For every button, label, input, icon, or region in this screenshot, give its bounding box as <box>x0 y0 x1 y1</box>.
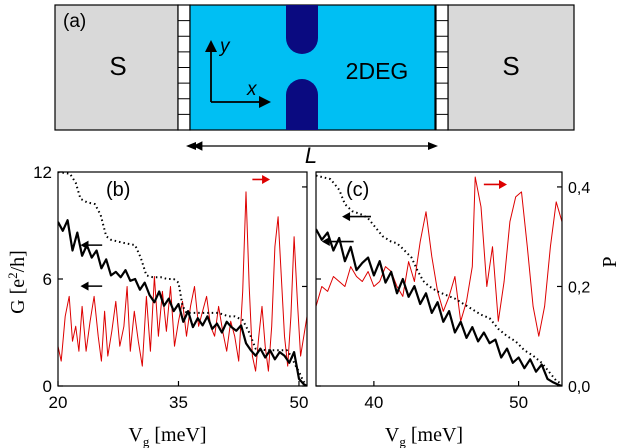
schematic-panel: (a) S S 2DEG y x L <box>54 4 575 168</box>
length-label: L <box>305 143 317 168</box>
plot-frame <box>315 171 563 387</box>
chart-panel-b: 20 35 50 0 6 12 (b) Vg [meV] <box>33 163 308 448</box>
polarization-line-c <box>316 176 562 337</box>
annotation-arrow-head <box>80 281 89 291</box>
x-tick-label: 40 <box>364 393 383 412</box>
conductance-line-b <box>58 219 307 386</box>
annotation-arrow-head <box>342 212 351 222</box>
conductance-line-c <box>316 228 562 386</box>
2deg-label: 2DEG <box>346 58 409 84</box>
coordinate-axes <box>205 40 271 108</box>
x-tick-label: 50 <box>290 393 309 412</box>
annotation-arrow-head <box>262 174 271 184</box>
annotation-arrow-head <box>321 237 330 247</box>
polarization-line-b <box>58 191 307 372</box>
y-right-tick-label: 0,0 <box>568 379 590 396</box>
lower-constriction <box>286 79 318 130</box>
right-barrier <box>435 4 449 131</box>
annotation-arrow-head <box>80 240 89 250</box>
panel-label-c: (c) <box>346 179 369 201</box>
panel-label-b: (b) <box>106 179 130 201</box>
y-right-axis-label: P <box>599 256 621 267</box>
right-lead-label: S <box>502 51 519 81</box>
left-lead-label: S <box>109 51 126 81</box>
chart-panel-c: 40 50 0,0 0,2 0,4 (c) Vg [meV] <box>315 171 590 448</box>
shared-axis-labels: G [e2/h] P <box>5 250 621 314</box>
right-lead <box>447 4 575 131</box>
x-tick-label: 20 <box>49 393 68 412</box>
axis-y-label: y <box>218 36 231 57</box>
y-left-axis-label: G [e2/h] <box>5 250 29 314</box>
x-axis-label: Vg [meV] <box>385 424 463 448</box>
annotation-arrow-head <box>499 179 508 189</box>
axis-x-label: x <box>246 79 258 100</box>
left-barrier <box>177 4 191 131</box>
conductance-steps-line-c <box>316 174 562 386</box>
y-right-tick-label: 0,2 <box>568 279 590 296</box>
y-left-tick-label: 12 <box>33 163 52 182</box>
y-left-tick-label: 0 <box>43 377 52 396</box>
x-tick-label: 35 <box>169 393 188 412</box>
panel-label-a: (a) <box>63 11 86 32</box>
upper-constriction <box>286 5 318 54</box>
y-left-tick-label: 6 <box>43 270 52 289</box>
x-tick-label: 50 <box>509 393 528 412</box>
x-axis-label: Vg [meV] <box>128 424 206 448</box>
y-right-tick-label: 0,4 <box>568 180 590 197</box>
left-lead <box>54 4 179 131</box>
